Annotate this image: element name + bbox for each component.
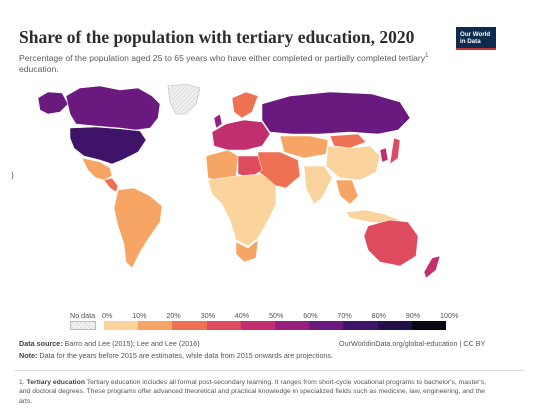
region-new-zealand[interactable] xyxy=(423,255,441,279)
legend-swatch[interactable] xyxy=(411,321,447,330)
region-canada[interactable] xyxy=(65,85,161,131)
data-source: Data source: Barro and Lee (2015); Lee a… xyxy=(19,339,200,348)
region-uk[interactable] xyxy=(213,113,223,129)
legend-swatch[interactable] xyxy=(377,321,413,330)
world-map[interactable] xyxy=(0,80,539,305)
legend-tick-label: 50% xyxy=(269,311,284,320)
legend-swatch[interactable] xyxy=(275,321,310,330)
region-india[interactable] xyxy=(303,165,333,205)
region-central-america[interactable] xyxy=(103,177,119,193)
cursor-icon: ⟩ xyxy=(11,171,15,180)
legend-tick-label: 40% xyxy=(234,311,250,320)
region-russia[interactable] xyxy=(261,91,411,135)
legend-tick-label: 60% xyxy=(303,311,318,320)
region-africa[interactable] xyxy=(207,173,277,247)
region-middle-east[interactable] xyxy=(257,151,301,189)
legend-tick-label: 0% xyxy=(102,311,113,320)
data-note: Note: Data for the years before 2015 are… xyxy=(19,351,334,360)
legend-tick-label: 70% xyxy=(337,311,352,320)
legend-swatch[interactable] xyxy=(240,321,276,330)
region-greenland[interactable] xyxy=(167,83,201,115)
legend-swatch[interactable] xyxy=(104,321,139,330)
legend-swatch[interactable] xyxy=(343,321,379,330)
region-europe-west[interactable] xyxy=(211,119,271,151)
legend-swatch[interactable] xyxy=(172,321,208,330)
legend-swatch[interactable] xyxy=(138,321,173,330)
region-australia[interactable] xyxy=(363,219,419,267)
region-korea[interactable] xyxy=(379,147,389,163)
region-southeast-asia[interactable] xyxy=(335,179,359,205)
owid-logo[interactable]: Our World in Data xyxy=(456,27,496,50)
region-south-america[interactable] xyxy=(113,187,163,269)
region-south-africa[interactable] xyxy=(235,239,259,263)
region-mexico[interactable] xyxy=(81,157,113,181)
footnote-divider xyxy=(14,370,525,371)
region-libya[interactable] xyxy=(237,155,263,179)
color-legend: No data 0% 10% 20% 30% 40% 50% 60% 70% 80% 90% 100… xyxy=(0,308,539,336)
source-url-link[interactable]: OurWorldinData.org/global-education | CC… xyxy=(339,339,486,348)
legend-tick-label: 20% xyxy=(166,311,181,320)
legend-tick-label: 90% xyxy=(405,311,421,320)
region-scandinavia[interactable] xyxy=(231,91,259,119)
legend-no-data-label: No data xyxy=(70,311,96,320)
legend-no-data-swatch[interactable] xyxy=(70,321,96,330)
region-alaska[interactable] xyxy=(37,91,69,115)
region-usa[interactable] xyxy=(69,126,147,165)
legend-swatch[interactable] xyxy=(206,321,242,330)
region-mongolia[interactable] xyxy=(329,133,367,149)
legend-swatch[interactable] xyxy=(309,321,344,330)
region-china[interactable] xyxy=(325,145,381,181)
legend-tick-label: 100% xyxy=(440,311,459,320)
region-japan[interactable] xyxy=(389,137,401,165)
footnote: 1. Tertiary education Tertiary education… xyxy=(19,379,487,405)
region-central-asia[interactable] xyxy=(279,135,329,159)
legend-tick-label: 10% xyxy=(132,311,147,320)
chart-subtitle: Percentage of the population aged 25 to … xyxy=(19,52,429,74)
logo-bar xyxy=(456,47,496,50)
chart-title: Share of the population with tertiary ed… xyxy=(19,27,415,47)
legend-tick-label: 30% xyxy=(200,311,215,320)
legend-tick-label: 80% xyxy=(371,311,386,320)
